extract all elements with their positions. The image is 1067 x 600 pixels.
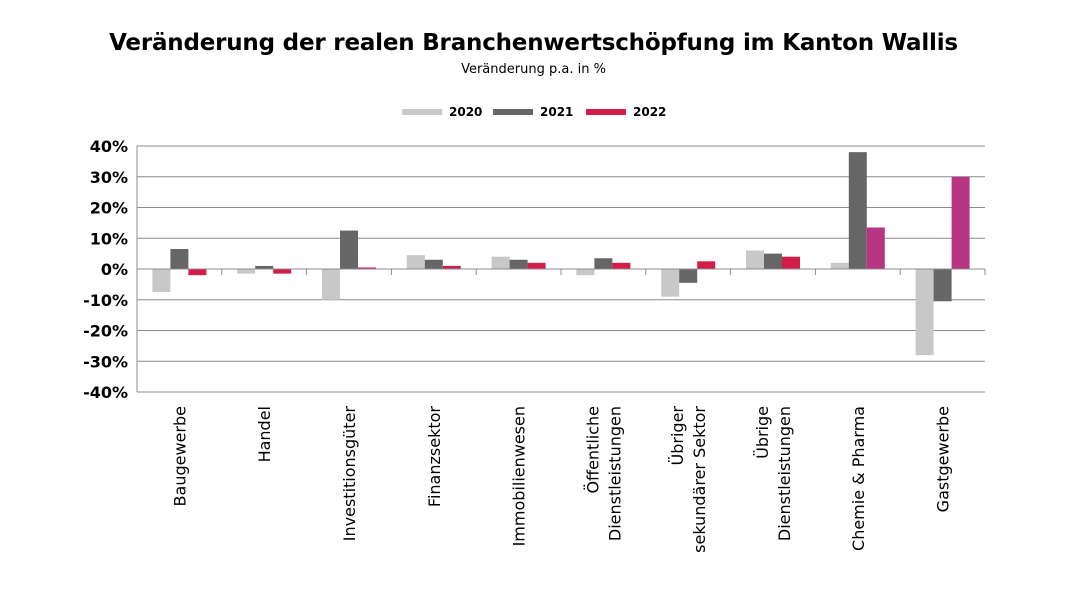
bar-2021 (170, 249, 189, 269)
bar-2020 (322, 269, 340, 300)
category-labels: Baugewerbe Handel Investitionsgüter Finanzs… (170, 406, 952, 553)
bar-2022 (951, 176, 970, 269)
y-tick-label: 40% (90, 137, 128, 156)
bar-2020 (830, 262, 849, 269)
bar-2020 (152, 269, 171, 293)
bar-2021 (509, 259, 528, 269)
y-axis-ticks: 40% 30% 20% 10% 0% -10% -20% -30% -40% (83, 137, 128, 402)
bar-2020 (576, 269, 595, 276)
category-label: Übriger (668, 406, 687, 466)
bar-2021 (679, 269, 698, 283)
grid-lines (136, 145, 985, 393)
category-label: Chemie & Pharma (849, 406, 868, 551)
bar-2020 (237, 269, 256, 274)
category-label: Öffentliche (583, 406, 602, 494)
legend-swatch (586, 109, 626, 115)
category-label: sekundärer Sektor (690, 406, 709, 553)
legend-label: 2020 (449, 105, 482, 119)
bar-2021 (848, 152, 867, 269)
bar-2021 (255, 265, 274, 269)
y-tick-label: -20% (83, 322, 128, 341)
bar-2022 (612, 262, 631, 269)
category-label: Handel (255, 406, 274, 462)
legend-swatch (402, 109, 442, 115)
bar-2020 (915, 269, 934, 356)
bar-2022 (782, 256, 800, 269)
y-tick-label: 10% (90, 229, 128, 248)
legend-label: 2022 (633, 105, 666, 119)
bar-2022 (866, 227, 885, 269)
bar-2022 (358, 267, 376, 269)
y-tick-label: -30% (83, 352, 128, 371)
y-tick-label: -40% (83, 383, 128, 402)
category-label: Gastgewerbe (934, 406, 953, 512)
bar-2022 (273, 269, 292, 274)
bar-2020 (491, 256, 510, 269)
legend: 2020 2021 2022 (402, 105, 666, 119)
bar-2022 (442, 265, 461, 269)
legend-swatch (493, 109, 533, 115)
bar-2022 (188, 269, 207, 276)
bar-2021 (594, 258, 613, 269)
legend-label: 2021 (540, 105, 573, 119)
bar-2021 (340, 230, 358, 269)
y-tick-label: 20% (90, 199, 128, 218)
category-label: Immobilienwesen (510, 406, 529, 546)
category-label: Baugewerbe (170, 406, 189, 506)
bar-2022 (527, 262, 546, 269)
bar-2020 (746, 250, 764, 269)
category-label: Übrige (753, 406, 772, 459)
bar-2020 (661, 269, 680, 297)
bar-2021 (424, 259, 443, 269)
bar-2022 (697, 261, 716, 269)
category-label: Finanzsektor (425, 406, 444, 507)
bar-2021 (933, 269, 952, 302)
category-label: Dienstleistungen (775, 406, 794, 541)
y-tick-label: 0% (101, 260, 128, 279)
bars (152, 152, 970, 356)
bar-2021 (764, 253, 782, 269)
bar-2020 (406, 255, 425, 269)
x-axis (136, 268, 986, 275)
chart-subtitle: Veränderung p.a. in % (461, 62, 606, 77)
y-tick-label: 30% (90, 168, 128, 187)
category-label: Dienstleistungen (605, 406, 624, 541)
category-label: Investitionsgüter (340, 406, 359, 542)
chart-title: Veränderung der realen Branchenwertschöp… (109, 30, 958, 56)
y-tick-label: -10% (83, 291, 128, 310)
